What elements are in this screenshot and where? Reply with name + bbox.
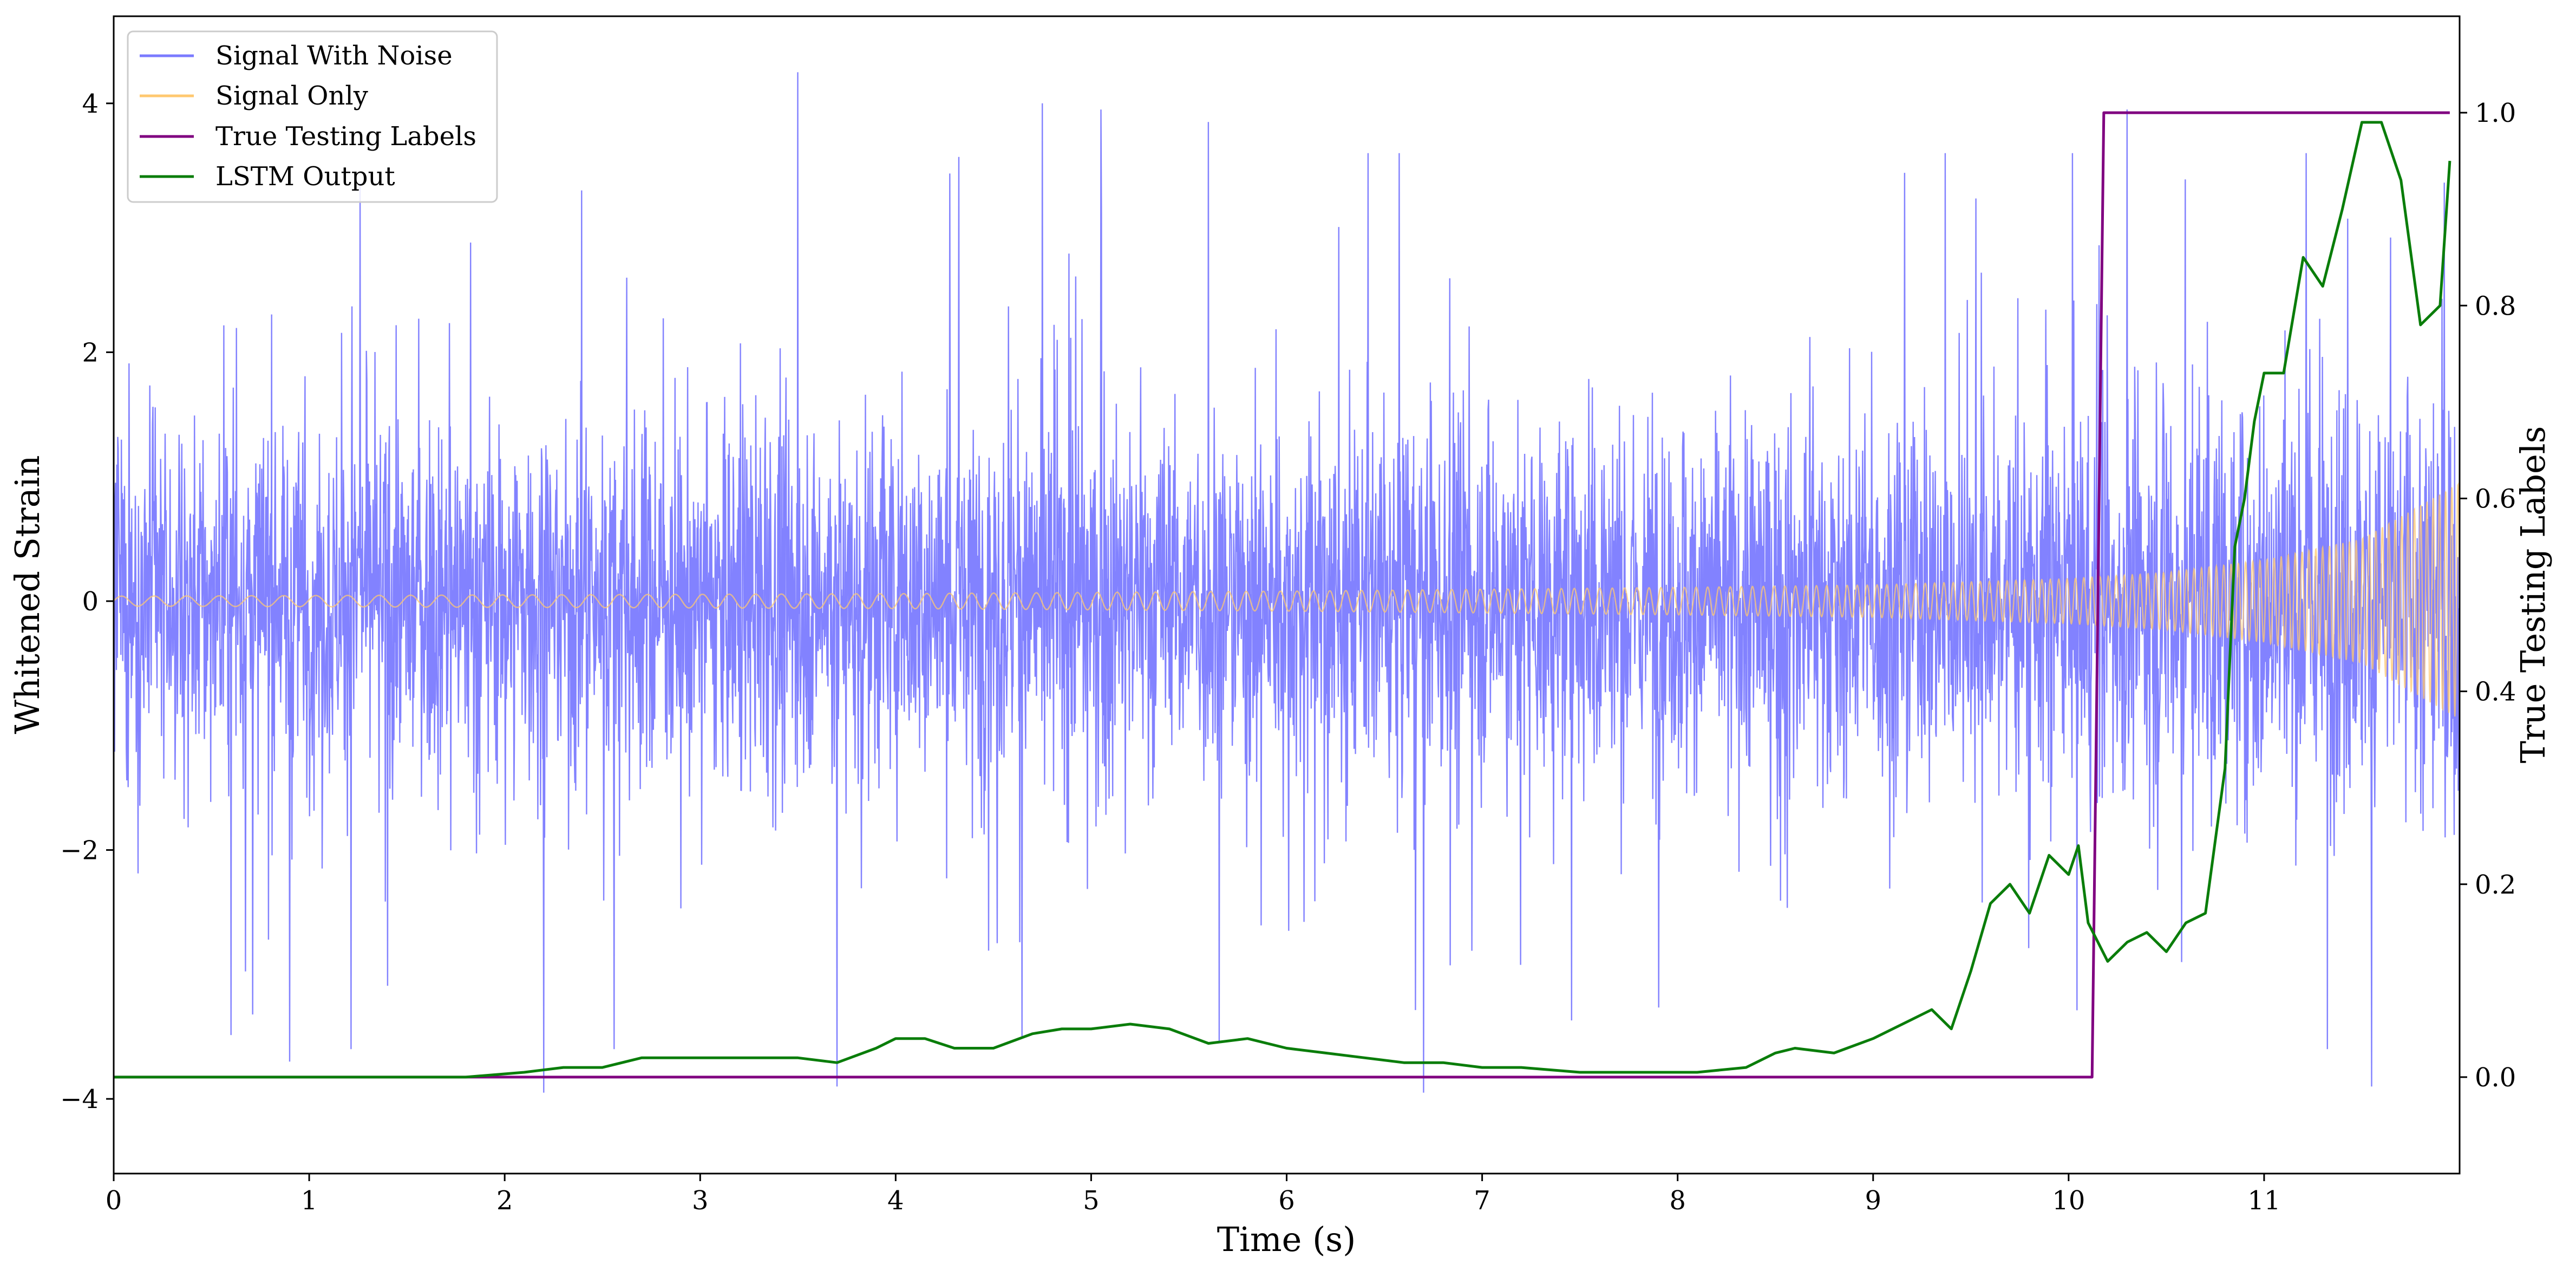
legend-label-signal-only: Signal Only: [215, 81, 368, 111]
plot-area: [114, 72, 2460, 1118]
x-tick-label: 7: [1474, 1185, 1490, 1216]
y-tick-label-left: −4: [60, 1084, 99, 1115]
axes: 0 1 2 3 4 5 6 7 8 9 10 11 −4 −2 0 2 4 0.0 0.2 0.4 0.6 0.8 1.0: [60, 89, 2516, 1216]
x-tick-label: 9: [1865, 1185, 1881, 1216]
x-tick-label: 10: [2052, 1185, 2085, 1216]
series-true-testing-labels: [114, 111, 2450, 1079]
x-tick-label: 4: [887, 1185, 904, 1216]
y-tick-label-left: 4: [82, 89, 99, 119]
y-tick-label-left: 0: [82, 587, 99, 617]
y-tick-label-right: 0.2: [2475, 870, 2516, 900]
x-tick-label: 6: [1278, 1185, 1295, 1216]
series-signal-only: [114, 482, 2460, 717]
legend-label-signal-with-noise: Signal With Noise: [215, 41, 453, 71]
y-tick-label-right: 0.0: [2475, 1063, 2516, 1093]
x-tick-label: 2: [496, 1185, 513, 1216]
x-tick-label: 8: [1669, 1185, 1686, 1216]
y-tick-label-left: 2: [82, 337, 99, 368]
legend-box: [127, 30, 498, 203]
y-tick-label-right: 0.4: [2475, 677, 2516, 707]
y-tick-label-left: −2: [60, 836, 99, 866]
x-axis-label: Time (s): [1217, 1220, 1356, 1259]
y-axis-label-right: True Testing Labels: [2513, 426, 2553, 764]
legend-label-lstm-output: LSTM Output: [215, 161, 395, 192]
x-tick-label: 1: [301, 1185, 318, 1216]
legend: Signal With Noise Signal Only True Testi…: [127, 30, 498, 203]
y-axis-label-left: Whitened Strain: [8, 455, 47, 734]
x-tick-label: 5: [1083, 1185, 1100, 1216]
x-tick-label: 0: [106, 1185, 122, 1216]
x-tick-label: 11: [2247, 1185, 2280, 1216]
y-tick-label-right: 0.8: [2475, 291, 2516, 321]
y-tick-label-right: 1.0: [2475, 98, 2516, 128]
legend-label-true-testing-labels: True Testing Labels: [215, 121, 476, 152]
x-tick-label: 3: [692, 1185, 709, 1216]
series-lstm-output: [114, 121, 2451, 1079]
y-tick-label-right: 0.6: [2475, 484, 2516, 514]
